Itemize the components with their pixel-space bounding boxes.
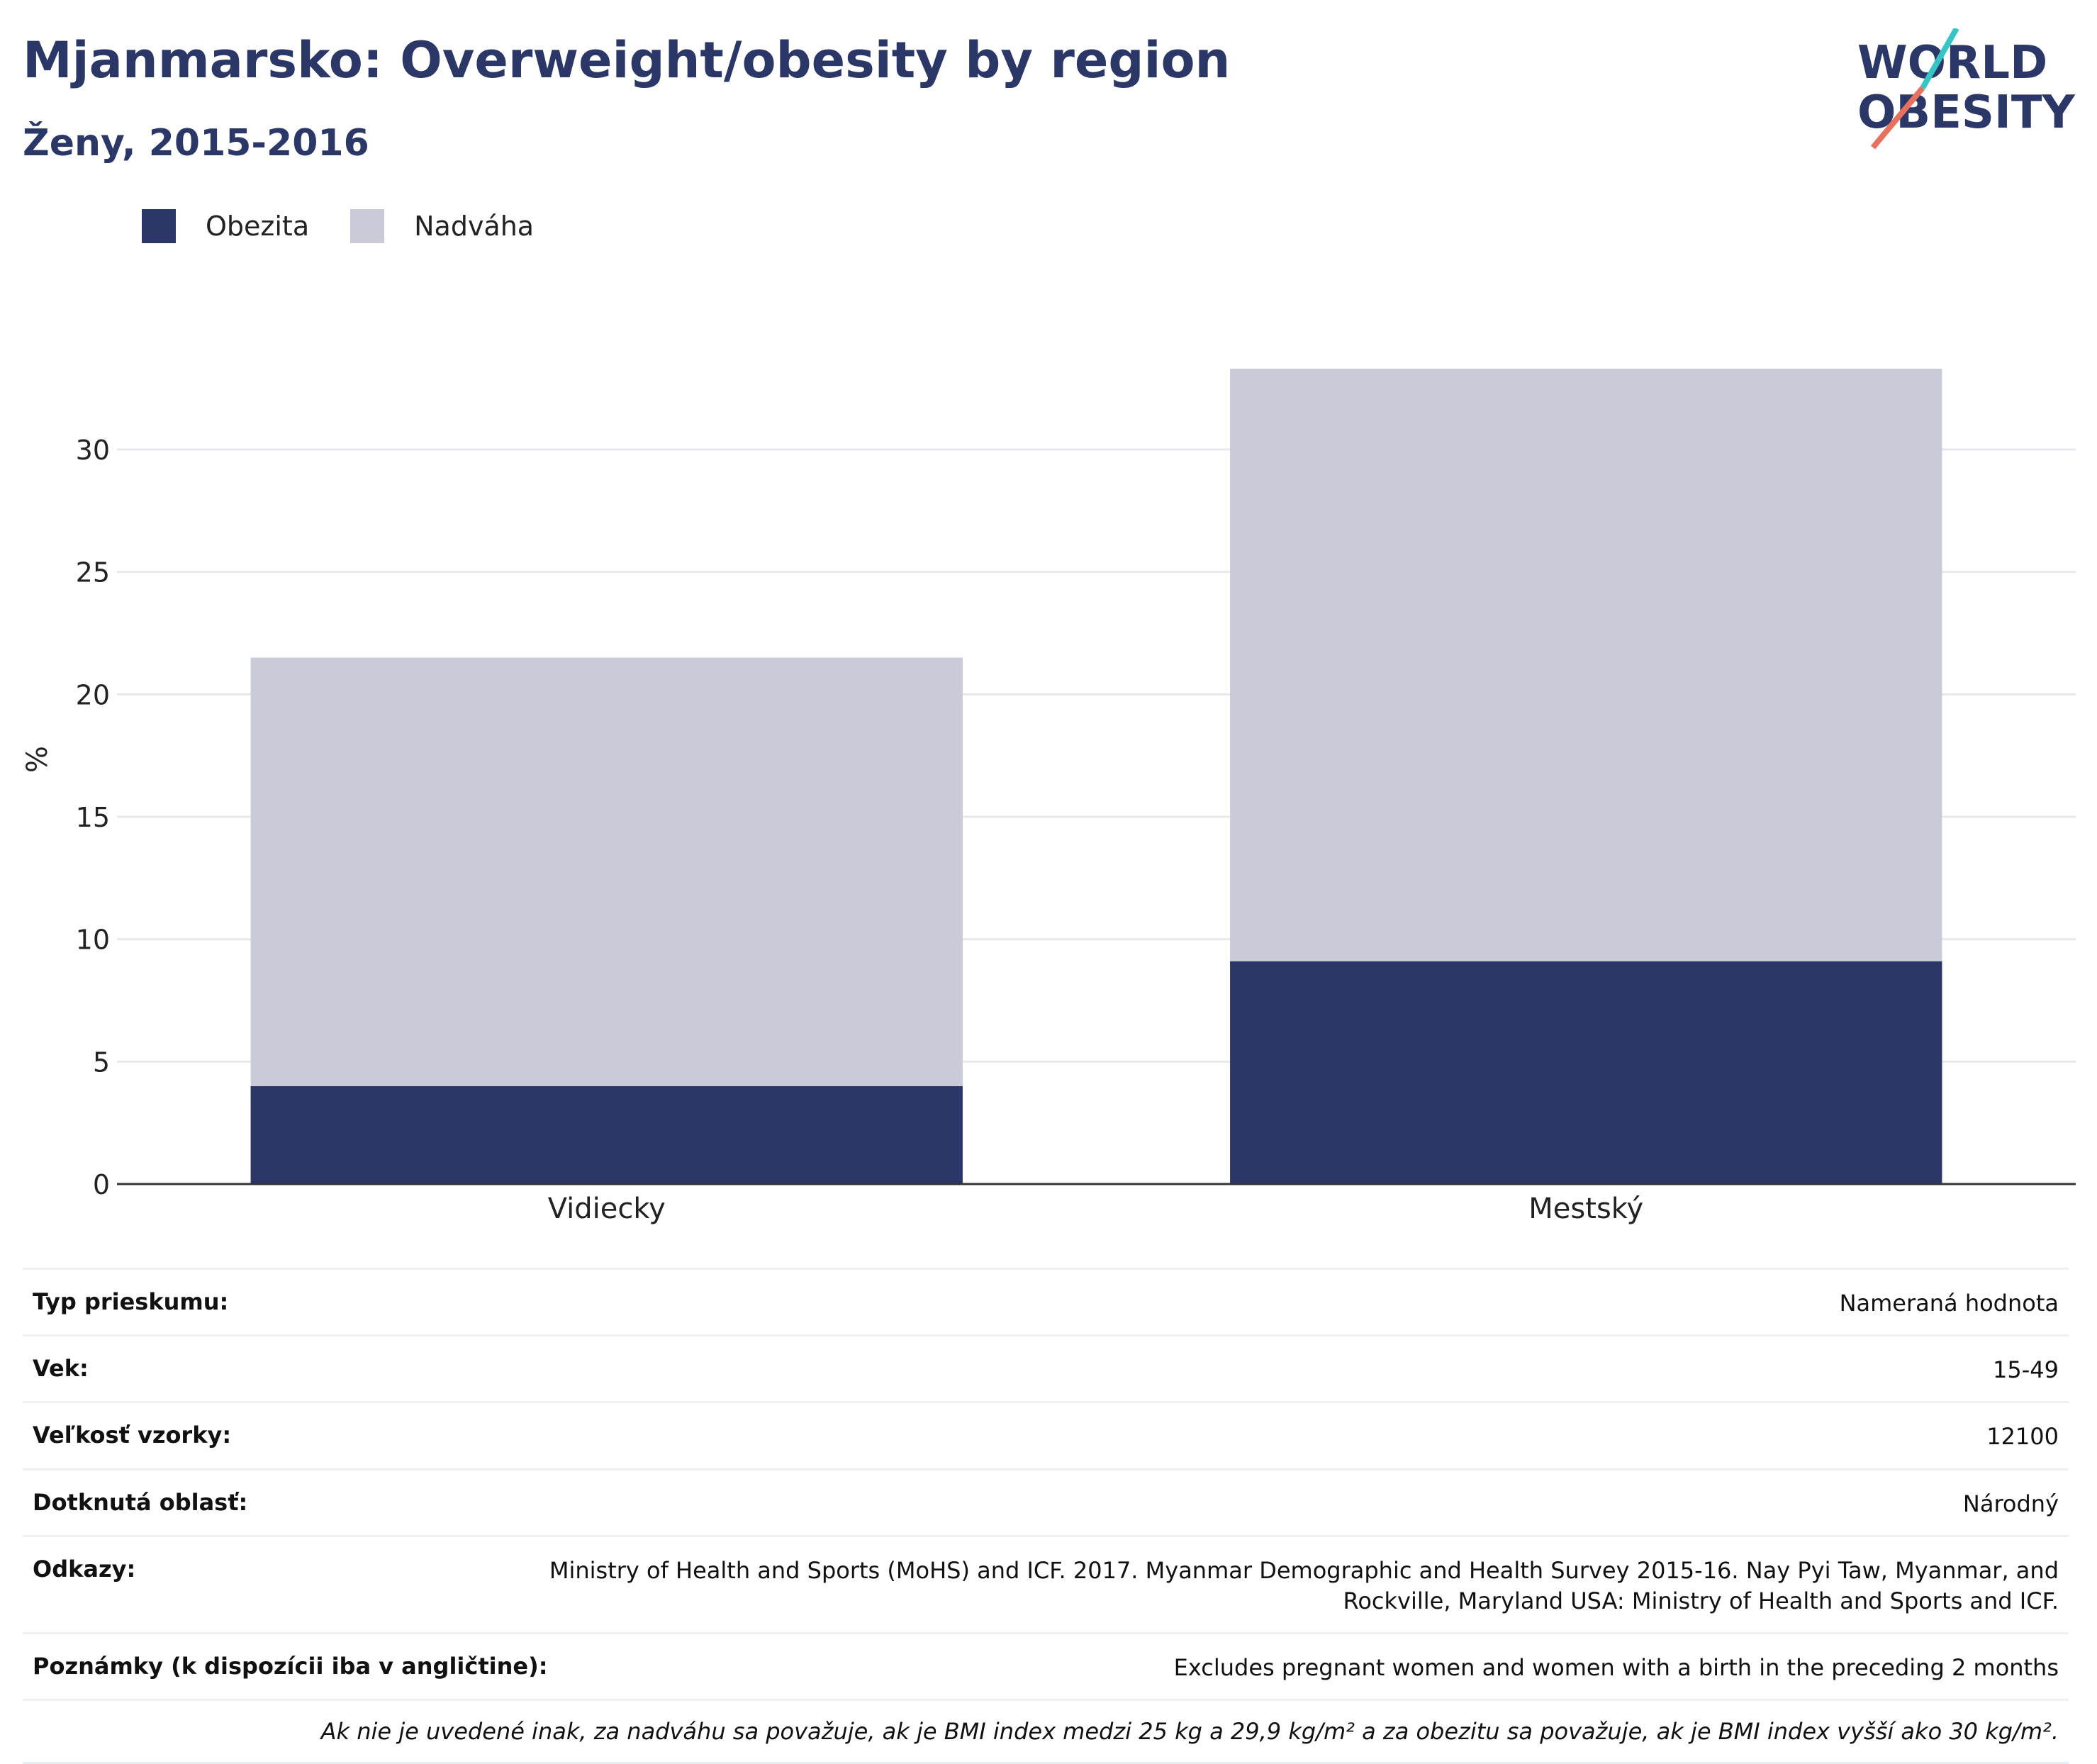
- info-row: Odkazy: Ministry of Health and Sports (M…: [23, 1534, 2069, 1632]
- info-value: Nameraná hodnota: [1839, 1290, 2059, 1317]
- x-tick-label: Mestský: [1528, 1193, 1643, 1225]
- bar-obesity: [1230, 961, 1942, 1184]
- legend-swatch-obesity: [142, 209, 176, 243]
- bar-obesity: [250, 1085, 963, 1184]
- y-tick-label: 15: [76, 802, 110, 833]
- info-value: Národný: [1962, 1490, 2059, 1517]
- bmi-definition-note: Ak nie je uvedené inak, za nadváhu sa po…: [23, 1699, 2069, 1764]
- logo-slash-top: [1920, 28, 1959, 89]
- info-key: Typ prieskumu:: [33, 1288, 229, 1315]
- info-key: Veľkosť vzorky:: [33, 1422, 232, 1449]
- bar-overweight: [250, 657, 963, 1086]
- y-tick-label: 0: [93, 1169, 110, 1200]
- chart-legend: Obezita Nadváha: [142, 209, 575, 243]
- info-row: Dotknutá oblasť: Národný: [23, 1468, 2069, 1535]
- info-row: Typ prieskumu: Nameraná hodnota: [23, 1268, 2069, 1334]
- x-tick-label: Vidiecky: [548, 1193, 666, 1225]
- y-axis-label: %: [21, 745, 54, 773]
- info-row: Poznámky (k dispozícii iba v angličtine)…: [23, 1632, 2069, 1699]
- y-tick-label: 30: [76, 435, 110, 466]
- info-value: 12100: [1986, 1423, 2059, 1451]
- survey-info-table: Typ prieskumu: Nameraná hodnota Vek: 15-…: [23, 1268, 2069, 1764]
- info-key: Dotknutá oblasť:: [33, 1488, 248, 1516]
- info-value: Excludes pregnant women and women with a…: [1173, 1654, 2059, 1682]
- page-subtitle: Ženy, 2015-2016: [23, 122, 369, 164]
- info-row: Veľkosť vzorky: 12100: [23, 1401, 2069, 1468]
- bar-chart: 0 5 10 15 20 25 30 Vidiecky Mestský: [76, 369, 2076, 1225]
- logo-slash-bottom: [1870, 86, 1925, 150]
- legend-item-obesity[interactable]: Obezita: [142, 209, 309, 243]
- y-tick-label: 20: [76, 679, 110, 710]
- legend-label-obesity: Obezita: [206, 211, 310, 242]
- legend-swatch-overweight: [350, 209, 385, 243]
- y-tick-label: 25: [76, 557, 110, 588]
- legend-item-overweight[interactable]: Nadváha: [350, 209, 534, 243]
- logo-line2: OBESITY: [1857, 86, 2075, 139]
- bar-overweight: [1230, 369, 1942, 961]
- logo-line1: WORLD: [1857, 37, 2047, 89]
- page-title: Mjanmarsko: Overweight/obesity by region: [23, 31, 1231, 89]
- world-obesity-logo: WORLD OBESITY: [1857, 28, 2075, 150]
- info-key: Poznámky (k dispozícii iba v angličtine)…: [33, 1653, 548, 1680]
- legend-label-overweight: Nadváha: [414, 211, 535, 242]
- info-value: 15-49: [1993, 1356, 2059, 1384]
- y-tick-label: 10: [76, 925, 110, 956]
- info-row: Vek: 15-49: [23, 1334, 2069, 1401]
- y-tick-label: 5: [93, 1046, 110, 1078]
- info-key: Vek:: [33, 1355, 89, 1383]
- info-key: Odkazy:: [33, 1555, 136, 1582]
- info-value: Ministry of Health and Sports (MoHS) and…: [549, 1556, 2059, 1614]
